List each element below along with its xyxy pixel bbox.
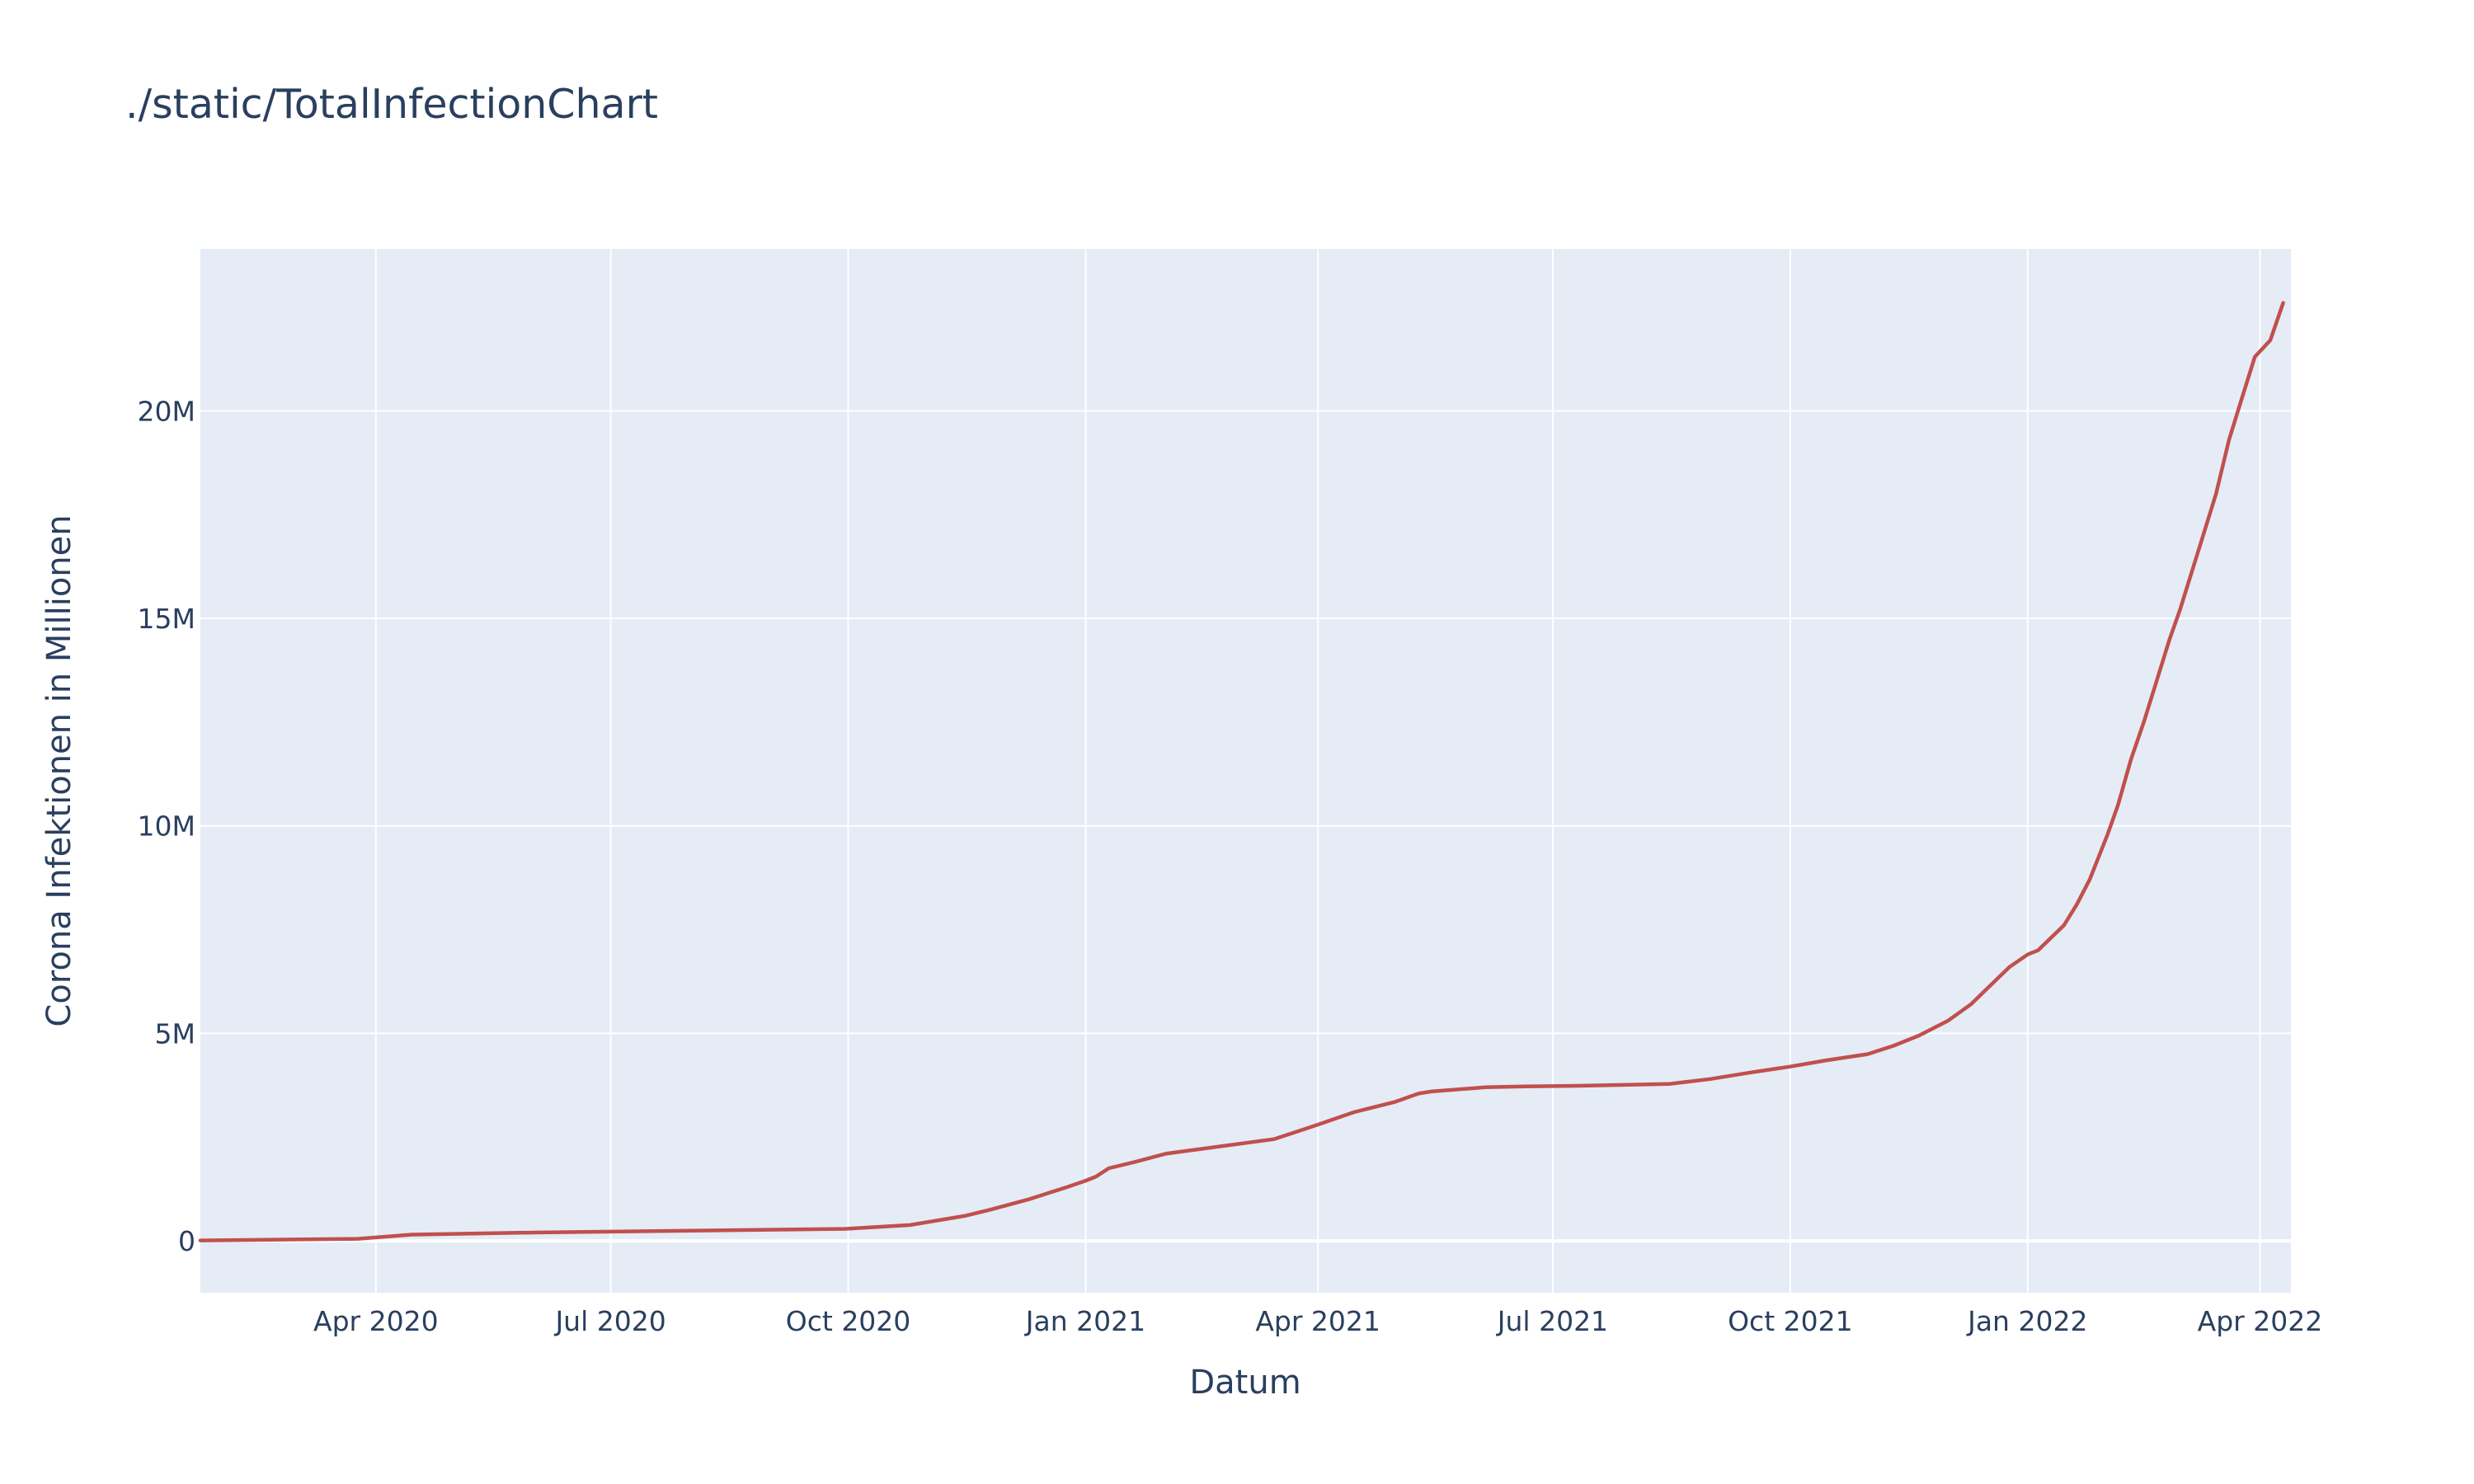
chart-title: ./static/TotalInfectionChart <box>125 81 658 128</box>
x-tick-label: Oct 2020 <box>786 1305 911 1337</box>
x-tick-label: Apr 2022 <box>2198 1305 2323 1337</box>
y-tick-label: 5M <box>155 1017 195 1050</box>
series-layer <box>198 301 2285 1242</box>
y-tick-label: 10M <box>138 810 195 843</box>
x-axis-ticks: Apr 2020 Jul 2020 Oct 2020 Jan 2021 Apr 2021… <box>313 1305 2322 1337</box>
y-axis-title: Corona Infektionen in Millionen <box>40 514 78 1026</box>
x-tick-label: Apr 2020 <box>313 1305 439 1337</box>
y-tick-label: 15M <box>138 603 195 635</box>
x-tick-label: Apr 2021 <box>1255 1305 1380 1337</box>
series-line <box>198 301 2285 1242</box>
y-tick-label: 0 <box>178 1225 195 1257</box>
x-tick-label: Jan 2022 <box>1966 1305 2087 1337</box>
x-axis-title: Datum <box>1189 1364 1300 1402</box>
x-tick-label: Jan 2021 <box>1024 1305 1145 1337</box>
x-gridlines <box>374 249 2261 1293</box>
y-tick-label: 20M <box>138 395 195 427</box>
plot-area <box>200 249 2291 1293</box>
x-tick-label: Oct 2021 <box>1728 1305 1853 1337</box>
x-tick-label: Jul 2020 <box>553 1305 666 1337</box>
y-gridlines <box>200 410 2291 1243</box>
x-tick-label: Jul 2021 <box>1496 1305 1608 1337</box>
y-axis-ticks: 0 5M 10M 15M 20M <box>138 395 195 1257</box>
